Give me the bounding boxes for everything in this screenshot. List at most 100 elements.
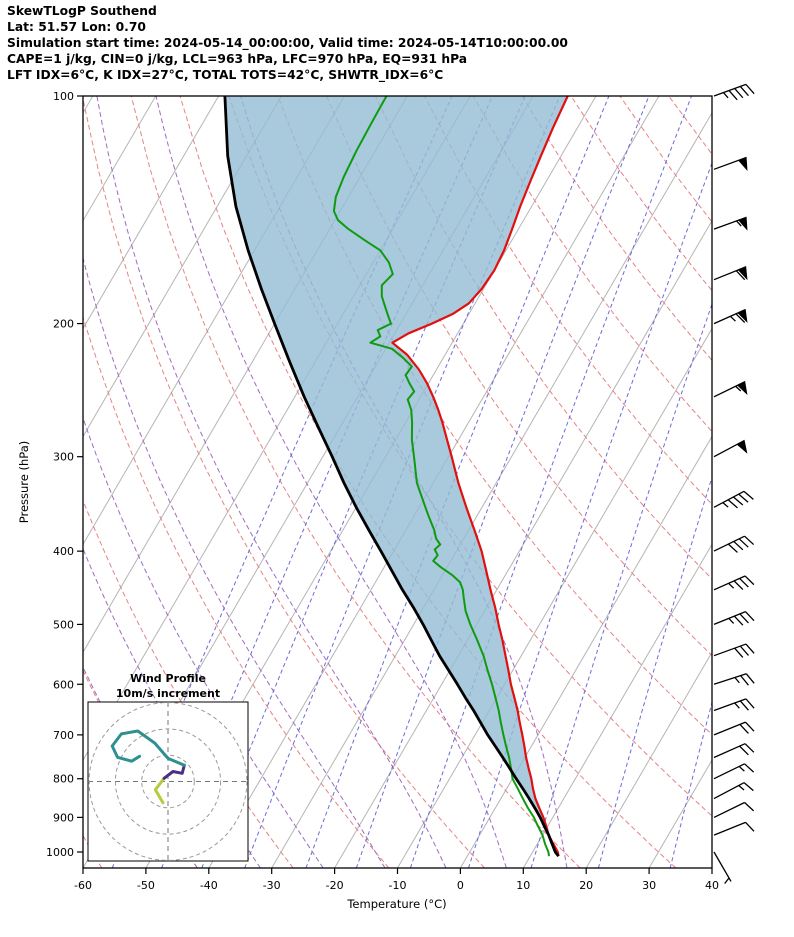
wind-barb-glyph [713, 698, 755, 712]
y-tick-label: 500 [53, 618, 74, 631]
time-line: Simulation start time: 2024-05-14_00:00:… [7, 36, 568, 51]
wind-barb-glyph [713, 721, 755, 736]
y-tick-label: 700 [53, 729, 74, 742]
parcel_path-curve [223, 96, 560, 858]
wind-barb-glyph [713, 308, 748, 325]
wind-barb [713, 156, 748, 171]
wind-barb-glyph [713, 673, 755, 686]
x-tick-label: -20 [326, 879, 344, 892]
isotherm-line [397, 327, 712, 868]
dry-adiabat-line [130, 96, 581, 868]
x-axis-label: Temperature (°C) [346, 897, 446, 911]
isotherm-line [334, 219, 712, 868]
dry-adiabat-line [83, 499, 294, 868]
moist-adiabat-line [83, 416, 324, 868]
stability-line-2: LFT IDX=6°C, K IDX=27°C, TOTAL TOTS=42°C… [7, 68, 443, 83]
wind-barb [713, 535, 755, 553]
dewpoint-curve [332, 96, 550, 857]
mixing-ratio-line [468, 161, 712, 868]
wind-barb [713, 380, 748, 398]
wind-barb-glyph [713, 763, 755, 780]
isotherm-line [83, 96, 220, 330]
cape-area [224, 96, 568, 857]
hodograph-ring [141, 754, 195, 809]
y-tick-label: 900 [53, 811, 74, 824]
wind-barb-glyph [713, 535, 755, 553]
dry-adiabat-line [83, 834, 103, 868]
hodograph-content [88, 702, 248, 861]
sounding-curves [223, 96, 569, 858]
mixing-ratio-line [530, 302, 712, 868]
x-tick-label: 40 [705, 879, 719, 892]
hodograph-subtitle: 10m/s increment [116, 687, 220, 700]
hodograph-trace-mid-level [162, 763, 186, 780]
wind-barb-glyph [713, 743, 755, 759]
location-line: Lat: 51.57 Lon: 0.70 [7, 20, 146, 34]
wind-barb-glyph [713, 575, 755, 591]
x-tick-label: -50 [137, 879, 155, 892]
wind-barb [713, 216, 748, 231]
dry-adiabat-line [570, 96, 712, 292]
mixing-ratio-line [355, 96, 650, 868]
y-tick-label: 300 [53, 451, 74, 464]
wind-barb [713, 782, 754, 800]
dry-adiabat-line [326, 96, 712, 657]
y-tick-label: 200 [53, 318, 74, 331]
moist-adiabat-line [83, 256, 386, 868]
isotherm-line [522, 543, 712, 868]
wind-barb [713, 821, 755, 836]
wind-barb-glyph [713, 821, 755, 836]
y-tick-label: 800 [53, 773, 74, 786]
moist-adiabat-line [83, 666, 198, 868]
wind-barb [713, 763, 755, 780]
hodograph-title: Wind Profile [130, 672, 206, 685]
header-block: SkewTLogP Southend Lat: 51.57 Lon: 0.70 … [7, 4, 568, 83]
wind-barb-column [713, 83, 755, 884]
dry-adiabat-line [668, 96, 712, 156]
isotherm-line [585, 651, 712, 868]
moist-adiabat-line [155, 96, 507, 868]
hodograph-trace-low-level [153, 776, 166, 805]
wind-barb [713, 266, 748, 281]
wind-barb [713, 308, 748, 325]
dry-adiabat-line [619, 96, 712, 223]
wind-barb [713, 698, 755, 712]
wind-barb-glyph [713, 380, 748, 398]
hodograph-trace-upper-level [110, 729, 186, 767]
hodograph-ring [88, 702, 248, 861]
mixing-ratio-line [305, 96, 610, 868]
wind-barb-glyph [713, 83, 755, 101]
wind-barb [713, 490, 754, 509]
mixing-ratio-line [244, 96, 561, 868]
hodograph-inset: Wind Profile 10m/s increment [87, 672, 249, 862]
wind-barb-glyph [713, 782, 754, 800]
wind-barb [713, 611, 755, 626]
x-tick-label: 30 [642, 879, 656, 892]
wind-barb [713, 851, 732, 884]
x-tick-label: 0 [457, 879, 464, 892]
moist-adiabat-line [240, 96, 568, 868]
x-tick-label: 20 [579, 879, 593, 892]
isotherm-line [83, 96, 282, 438]
wind-barb-glyph [713, 156, 748, 171]
hodograph-ring [114, 728, 222, 835]
isotherm-line [459, 435, 712, 868]
y-tick-label: 100 [53, 90, 74, 103]
isotherm-line [271, 111, 712, 868]
parcel-temperature-shading [224, 96, 568, 857]
isotherm-line [83, 96, 94, 114]
x-tick-label: -10 [389, 879, 407, 892]
moist-adiabat-line [96, 96, 447, 868]
dry-adiabat-line [83, 96, 485, 868]
isotherm-line [648, 759, 712, 868]
x-tick-label: -30 [263, 879, 281, 892]
wind-barb [713, 439, 748, 458]
wind-barb-glyph [713, 801, 755, 818]
dry-adiabat-line [228, 96, 712, 817]
wind-barb-glyph [713, 266, 748, 281]
background-reference-lines [83, 96, 712, 868]
wind-barb-glyph [713, 216, 748, 231]
